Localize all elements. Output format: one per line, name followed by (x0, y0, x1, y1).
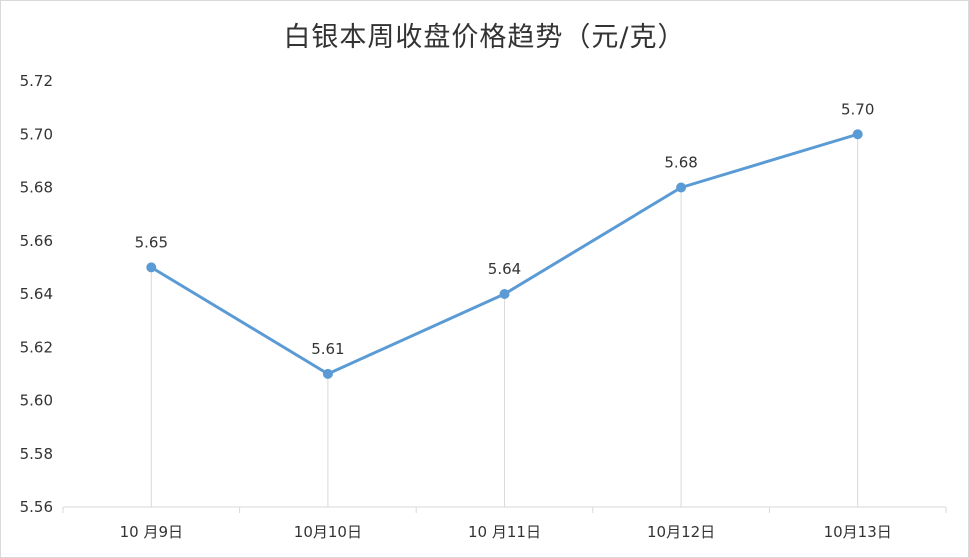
y-tick-label: 5.60 (20, 392, 53, 410)
data-label: 5.61 (311, 340, 344, 358)
data-label: 5.65 (135, 233, 168, 251)
data-point (146, 262, 157, 273)
data-label: 5.68 (664, 154, 697, 172)
y-tick-label: 5.72 (20, 72, 53, 90)
y-tick-label: 5.66 (20, 232, 53, 250)
x-tick-label: 10 月11日 (468, 523, 541, 541)
x-tick-label: 10月12日 (647, 523, 715, 541)
y-tick-label: 5.58 (20, 445, 53, 463)
data-point (322, 368, 333, 379)
data-label: 5.70 (841, 100, 874, 118)
data-point (499, 289, 510, 299)
data-label: 5.64 (488, 260, 521, 278)
y-tick-label: 5.68 (20, 179, 53, 197)
x-tick-label: 10 月9日 (120, 523, 183, 541)
y-tick-label: 5.62 (20, 338, 53, 356)
x-tick-label: 10月13日 (824, 523, 892, 541)
data-point (676, 182, 687, 193)
y-tick-label: 5.56 (20, 498, 53, 516)
y-tick-label: 5.64 (20, 285, 53, 303)
x-tick-label: 10月10日 (294, 523, 362, 541)
data-point (852, 129, 863, 140)
chart-title: 白银本周收盘价格趋势（元/克） (283, 22, 686, 53)
y-tick-label: 5.70 (20, 125, 53, 143)
